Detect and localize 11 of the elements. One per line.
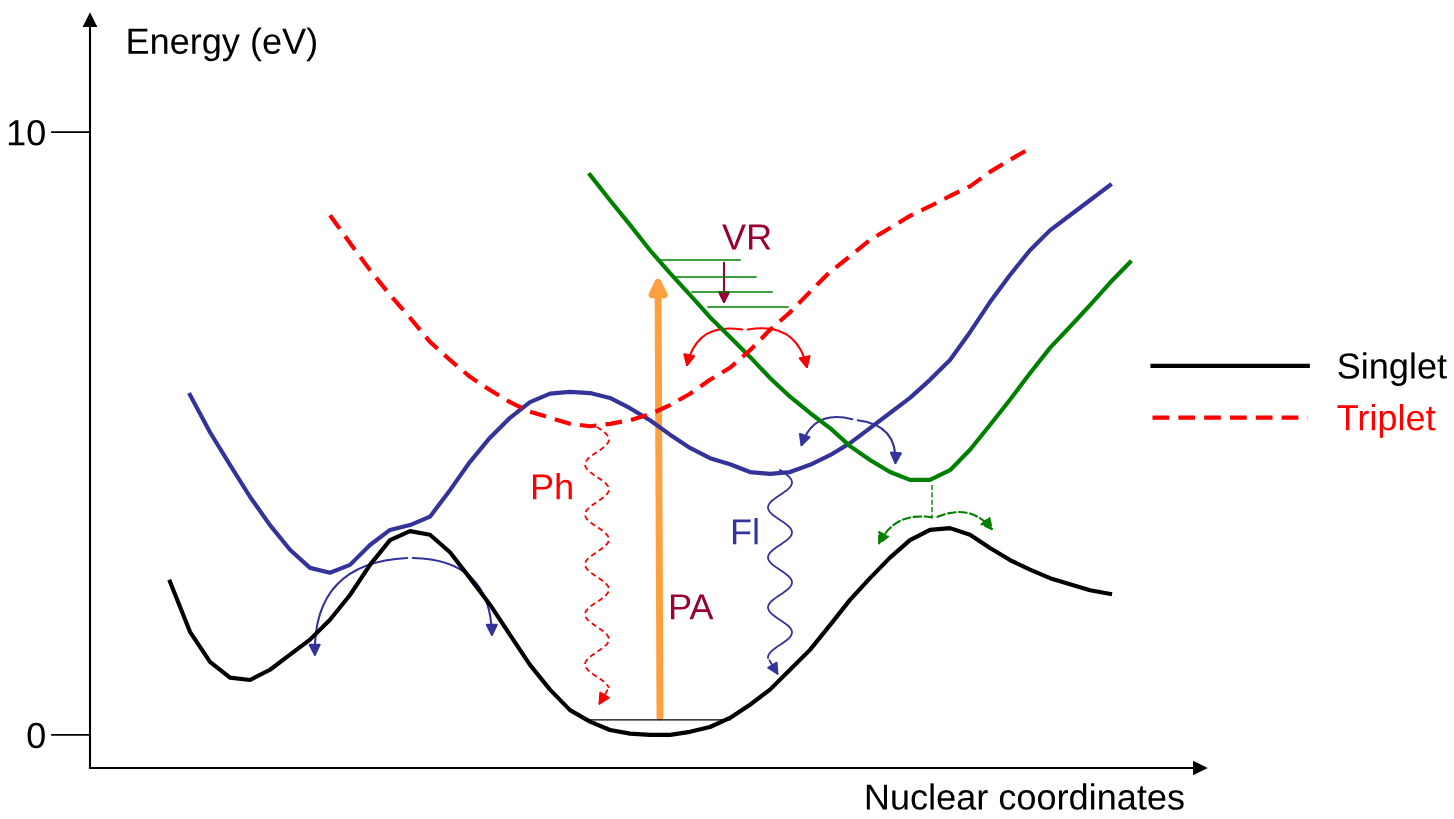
y-tick-label: 0 xyxy=(27,722,45,749)
x-axis-title: Nuclear coordinates xyxy=(866,783,1184,810)
y-axis-title: Energy (eV) xyxy=(128,27,316,62)
annotation: PA xyxy=(670,594,714,620)
y-tick-label: 10 xyxy=(8,119,45,146)
line-series xyxy=(587,172,1133,482)
annotation: Fl xyxy=(732,518,758,545)
legend-label: Triplet xyxy=(1337,404,1436,438)
annotation: Ph xyxy=(532,473,572,500)
annotation: VR xyxy=(722,224,771,250)
legend-label: Singlet xyxy=(1338,352,1447,386)
